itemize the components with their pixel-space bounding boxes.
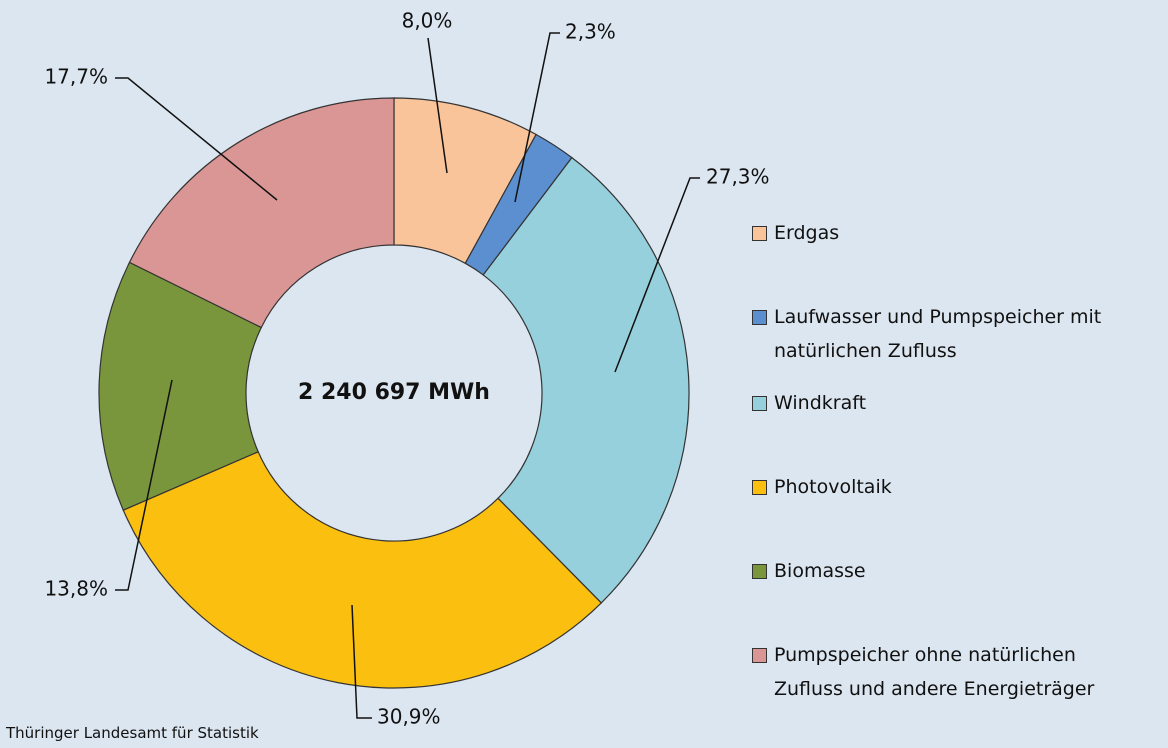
legend-swatch (752, 396, 767, 411)
leader-line (351, 604, 372, 719)
slice (482, 156, 690, 604)
legend-label: Windkraft (774, 392, 867, 414)
legend-swatch (752, 226, 767, 241)
legend-label: Pumpspeicher ohne natürlichen Zufluss un… (774, 644, 1095, 700)
legend-swatch (752, 310, 767, 325)
leader-line (115, 77, 278, 201)
legend-item: Biomasse (752, 554, 1144, 588)
legend-swatch (752, 648, 767, 663)
slice (128, 97, 395, 329)
legend-swatch (752, 564, 767, 579)
slice (98, 261, 263, 511)
legend-label: Erdgas (774, 222, 840, 244)
center-label: 2 240 697 MWh (298, 380, 490, 405)
leader-line (514, 32, 560, 203)
legend-label: Biomasse (774, 560, 866, 582)
source: Thüringer Landesamt für Statistik (6, 724, 259, 742)
legend-label: Laufwasser und Pumpspeicher mit natürlic… (774, 306, 1102, 362)
slices (98, 97, 690, 689)
legend-item: Laufwasser und Pumpspeicher mit natürlic… (752, 300, 1144, 368)
leader-line (115, 379, 173, 591)
legend-item: Windkraft (752, 386, 1144, 420)
value-label: 27,3% (706, 165, 770, 189)
value-label: 30,9% (377, 705, 441, 729)
legend-swatch (752, 480, 767, 495)
slice (122, 450, 603, 689)
value-label: 2,3% (565, 20, 616, 44)
legend-item: Pumpspeicher ohne natürlichen Zufluss un… (752, 638, 1144, 706)
legend-item: Photovoltaik (752, 470, 1144, 504)
leader-line (614, 177, 700, 373)
legend-item: Erdgas (752, 216, 1144, 250)
value-label: 17,7% (44, 65, 108, 89)
value-label: 13,8% (44, 577, 108, 601)
leader-line (427, 37, 448, 174)
legend-label: Photovoltaik (774, 476, 892, 498)
value-label: 8,0% (402, 9, 453, 33)
